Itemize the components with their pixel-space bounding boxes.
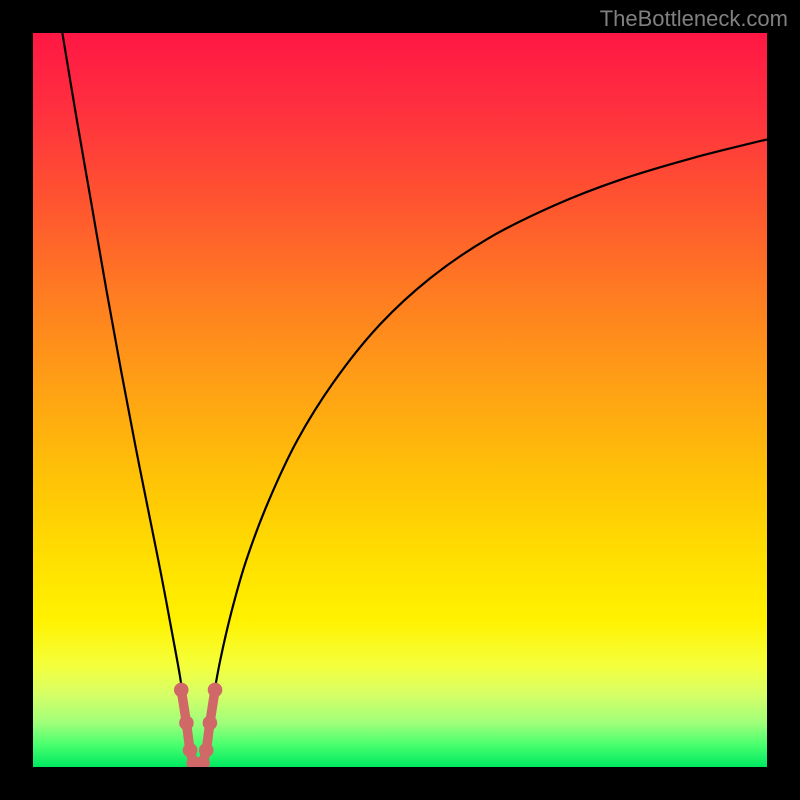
chart-container: TheBottleneck.com bbox=[0, 0, 800, 800]
data-marker bbox=[183, 743, 197, 757]
data-marker bbox=[180, 716, 194, 730]
gradient-background bbox=[33, 33, 767, 767]
bottleneck-chart bbox=[0, 0, 800, 800]
data-marker bbox=[174, 683, 188, 697]
data-marker bbox=[199, 743, 213, 757]
data-marker bbox=[208, 683, 222, 697]
data-marker bbox=[196, 757, 210, 771]
watermark-text: TheBottleneck.com bbox=[600, 6, 788, 32]
data-marker bbox=[203, 716, 217, 730]
